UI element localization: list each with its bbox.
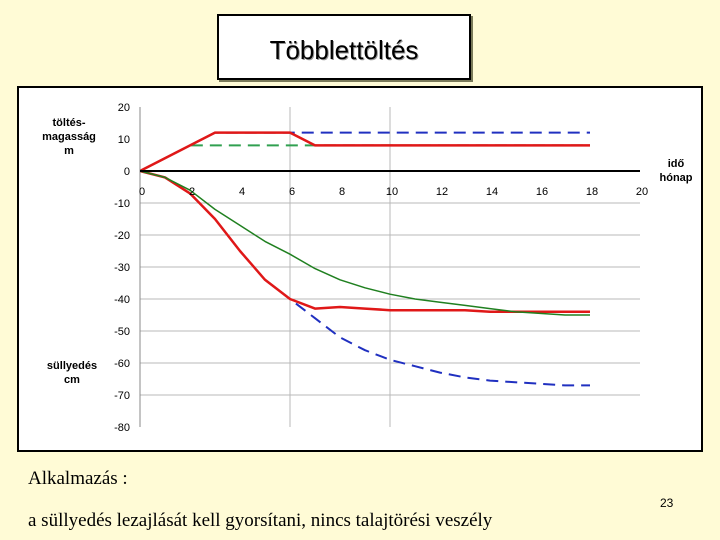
y-tick-label: -20 (114, 230, 130, 242)
x-tick-label: 16 (536, 186, 548, 198)
y-tick-label: -10 (114, 198, 130, 210)
upper-axis-label: m (64, 145, 74, 157)
lower-axis-label: cm (64, 374, 80, 386)
series-line (139, 131, 590, 172)
series-line (139, 170, 590, 387)
caption-heading: Alkalmazás : (28, 468, 128, 489)
series-line (139, 144, 590, 172)
x-tick-label: 14 (486, 186, 498, 198)
upper-axis-label: magasság (42, 131, 96, 143)
x-axis-label: idő (668, 158, 685, 170)
x-tick-label: 12 (436, 186, 448, 198)
x-axis-label: hónap (660, 172, 693, 184)
x-tick-label: 18 (586, 186, 598, 198)
x-tick-label: 0 (139, 186, 145, 198)
x-tick-label: 6 (289, 186, 295, 198)
y-tick-label: -70 (114, 390, 130, 402)
y-tick-label: -40 (114, 294, 130, 306)
slide-title: Többlettöltés (269, 34, 419, 65)
x-tick-label: 20 (636, 186, 648, 198)
series-line (139, 169, 590, 314)
y-tick-label: 20 (118, 102, 130, 114)
x-tick-label: 8 (339, 186, 345, 198)
series-layer (139, 131, 590, 387)
y-tick-label: -80 (114, 422, 130, 434)
page-number: 23 (660, 496, 674, 510)
upper-axis-label: töltés- (53, 117, 86, 129)
y-tick-label: -60 (114, 358, 130, 370)
series-line (139, 131, 590, 173)
y-tick-label: 0 (124, 166, 130, 178)
x-tick-label: 10 (386, 186, 398, 198)
lower-axis-label: süllyedés (47, 360, 97, 372)
x-tick-label: 2 (189, 186, 195, 198)
label-layer: 20 10 0 -10 -20 -30 -40 -50 -60 -70 -80 0 2 4 6 8 10 12 14… (42, 102, 693, 434)
axis-layer (139, 107, 640, 427)
grid-layer (140, 107, 640, 427)
chart-frame (17, 86, 703, 452)
x-tick-label: 4 (239, 186, 245, 198)
y-tick-label: -50 (114, 326, 130, 338)
y-tick-label: 10 (118, 134, 130, 146)
series-line (139, 170, 590, 316)
y-tick-label: -30 (114, 262, 130, 274)
title-box: Többlettöltés (217, 14, 471, 80)
caption-text: a süllyedés lezajlását kell gyorsítani, … (28, 510, 493, 531)
